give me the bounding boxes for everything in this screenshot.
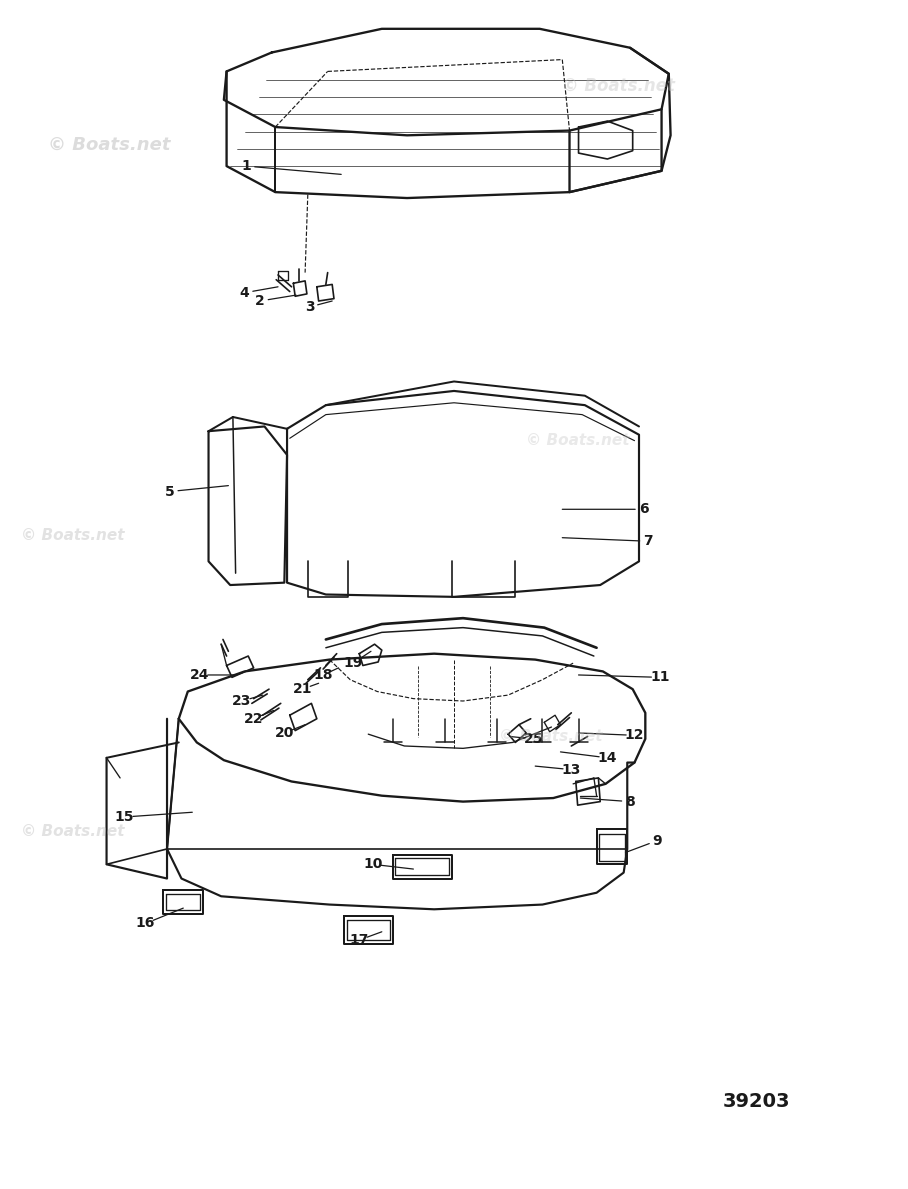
Text: 3: 3 — [305, 300, 314, 314]
Text: © Boats.net: © Boats.net — [21, 528, 124, 543]
Text: 25: 25 — [524, 732, 543, 746]
Text: 12: 12 — [625, 729, 645, 742]
Text: © Boats.net: © Boats.net — [562, 76, 676, 95]
Text: 20: 20 — [274, 726, 294, 740]
Text: 9: 9 — [652, 833, 662, 848]
Text: 23: 23 — [232, 694, 252, 707]
Text: 24: 24 — [190, 668, 209, 682]
Text: © Boats.net: © Boats.net — [499, 729, 603, 744]
Text: 4: 4 — [240, 285, 250, 300]
Text: 21: 21 — [292, 682, 312, 697]
Text: © Boats.net: © Boats.net — [21, 824, 124, 838]
Text: 13: 13 — [562, 762, 581, 776]
Text: 18: 18 — [313, 668, 333, 682]
Text: © Boats.net: © Boats.net — [48, 136, 171, 153]
Text: 7: 7 — [643, 534, 653, 548]
Text: 16: 16 — [135, 917, 155, 931]
Text: 2: 2 — [255, 294, 265, 308]
Text: 6: 6 — [638, 502, 648, 516]
Text: 15: 15 — [114, 810, 134, 824]
Text: 8: 8 — [625, 794, 635, 809]
Text: © Boats.net: © Boats.net — [527, 433, 629, 448]
Text: 19: 19 — [343, 656, 362, 671]
Text: 22: 22 — [244, 712, 263, 725]
Text: 10: 10 — [363, 857, 382, 872]
Text: 1: 1 — [242, 159, 252, 174]
Text: 14: 14 — [597, 750, 617, 765]
Text: 5: 5 — [165, 485, 174, 498]
Text: 39203: 39203 — [723, 1092, 790, 1111]
Text: 17: 17 — [350, 933, 369, 948]
Text: 11: 11 — [650, 671, 669, 685]
